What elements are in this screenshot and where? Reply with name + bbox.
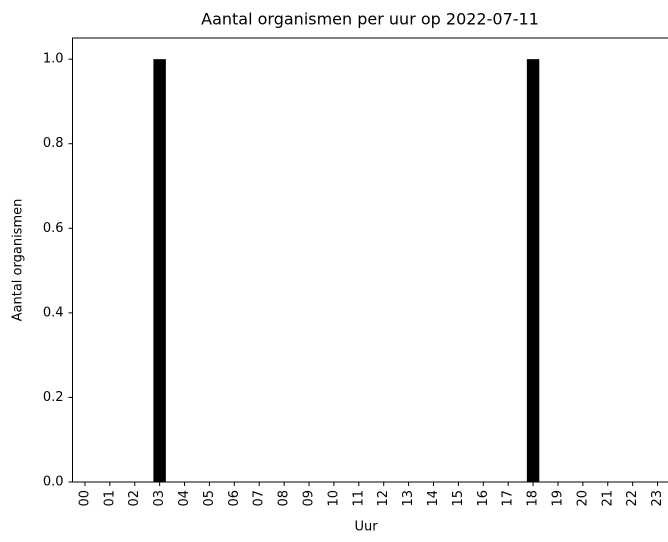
x-tick-label: 03 xyxy=(152,490,167,507)
y-tick-label: 0.4 xyxy=(43,305,64,320)
x-tick-label: 05 xyxy=(202,490,217,507)
x-tick-label: 15 xyxy=(451,490,466,507)
x-tick-label: 08 xyxy=(277,490,292,507)
x-tick-label: 14 xyxy=(426,490,441,507)
x-tick-label: 01 xyxy=(102,490,117,507)
plot-frame xyxy=(72,37,668,483)
x-axis-label: Uur xyxy=(354,520,378,535)
y-tick-label: 0.6 xyxy=(43,221,64,236)
x-tick-label: 10 xyxy=(326,490,341,507)
x-tick-label: 00 xyxy=(77,490,92,507)
x-tick-label: 20 xyxy=(575,490,590,507)
y-tick-label: 0.8 xyxy=(43,136,64,151)
chart-title: Aantal organismen per uur op 2022-07-11 xyxy=(201,10,539,29)
x-tick-label: 13 xyxy=(401,490,416,507)
x-tick-label: 18 xyxy=(526,490,541,507)
x-tick-label: 04 xyxy=(177,490,192,507)
y-tick-label: 0.0 xyxy=(43,475,64,490)
y-tick-label: 0.2 xyxy=(43,390,64,405)
x-tick-label: 07 xyxy=(252,490,267,507)
y-axis-label: Aantal organismen xyxy=(11,199,26,322)
y-tick-label: 1.0 xyxy=(43,52,64,67)
x-tick-label: 21 xyxy=(600,490,615,507)
x-tick-label: 23 xyxy=(650,490,665,507)
x-tick-label: 17 xyxy=(501,490,516,507)
bar xyxy=(526,59,540,483)
x-tick-label: 11 xyxy=(351,490,366,507)
x-tick-label: 12 xyxy=(376,490,391,507)
x-tick-label: 22 xyxy=(625,490,640,507)
x-tick-label: 06 xyxy=(227,490,242,507)
x-tick-label: 02 xyxy=(127,490,142,507)
x-tick-label: 19 xyxy=(550,490,565,507)
bar xyxy=(153,59,166,483)
x-tick-label: 09 xyxy=(302,490,317,507)
x-tick-label: 16 xyxy=(476,490,491,507)
